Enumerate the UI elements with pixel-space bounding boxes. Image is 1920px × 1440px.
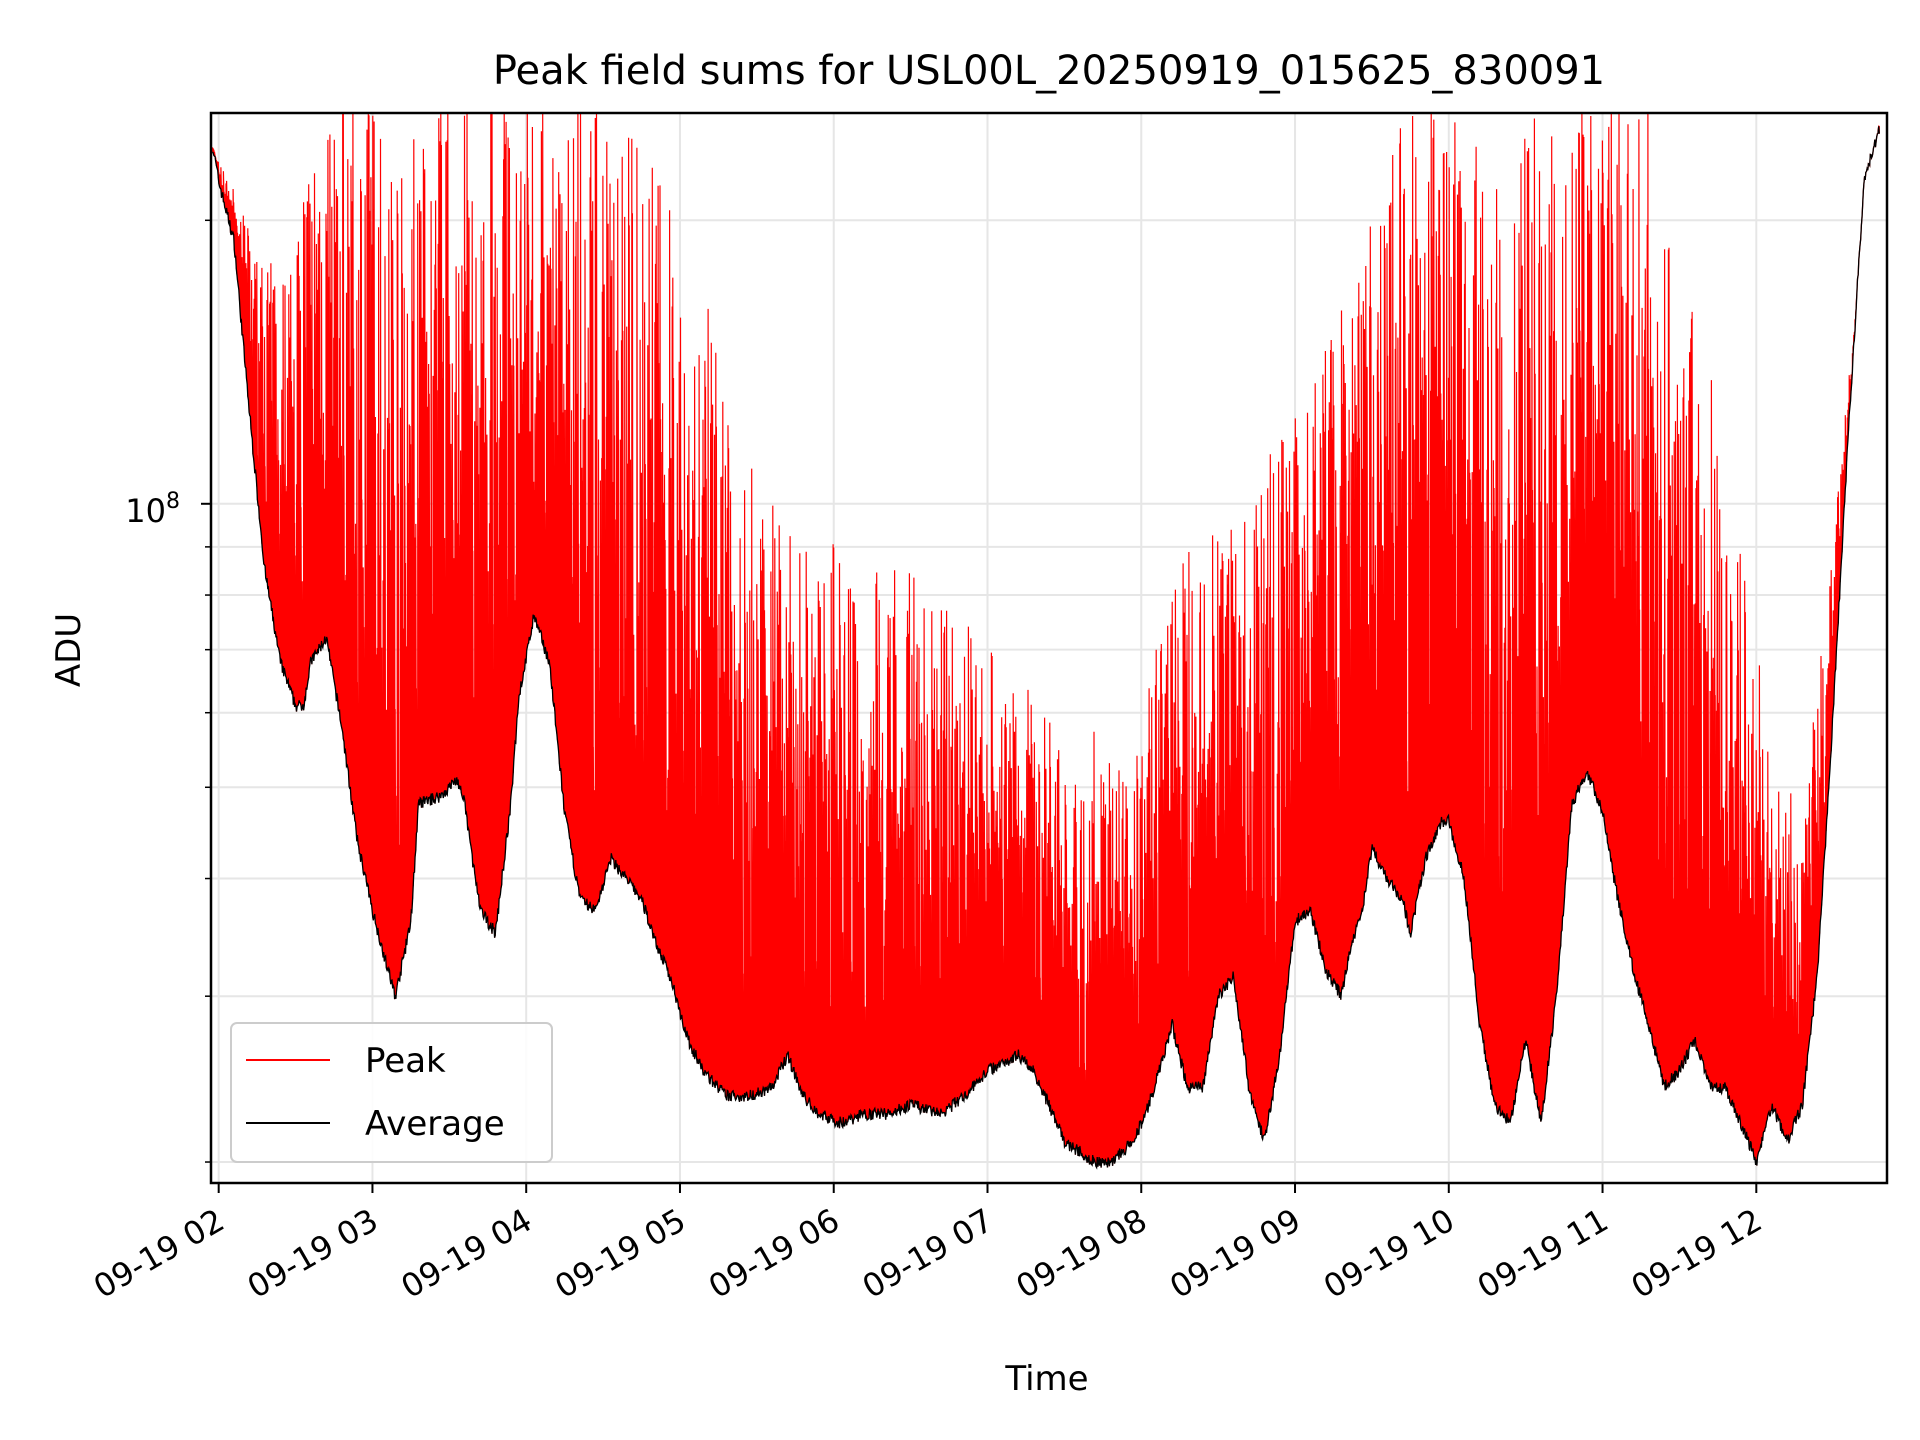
legend-average-label: Average	[365, 1104, 505, 1144]
legend-peak-label: Peak	[365, 1041, 446, 1081]
y-axis-label: ADU	[49, 613, 89, 687]
peak-series-line	[211, 113, 1880, 1168]
y-axis: 108	[125, 219, 211, 1163]
y-tick-label-1e8: 108	[125, 489, 180, 530]
legend-box	[230, 1022, 553, 1163]
average-series-line	[211, 126, 1880, 1170]
plot-area	[211, 113, 1880, 1170]
legend: Peak Average	[230, 1022, 553, 1163]
plot-frame	[209, 111, 1889, 1185]
chart-title: Peak field sums for USL00L_20250919_0156…	[493, 48, 1605, 94]
x-axis-label: Time	[1004, 1359, 1088, 1399]
